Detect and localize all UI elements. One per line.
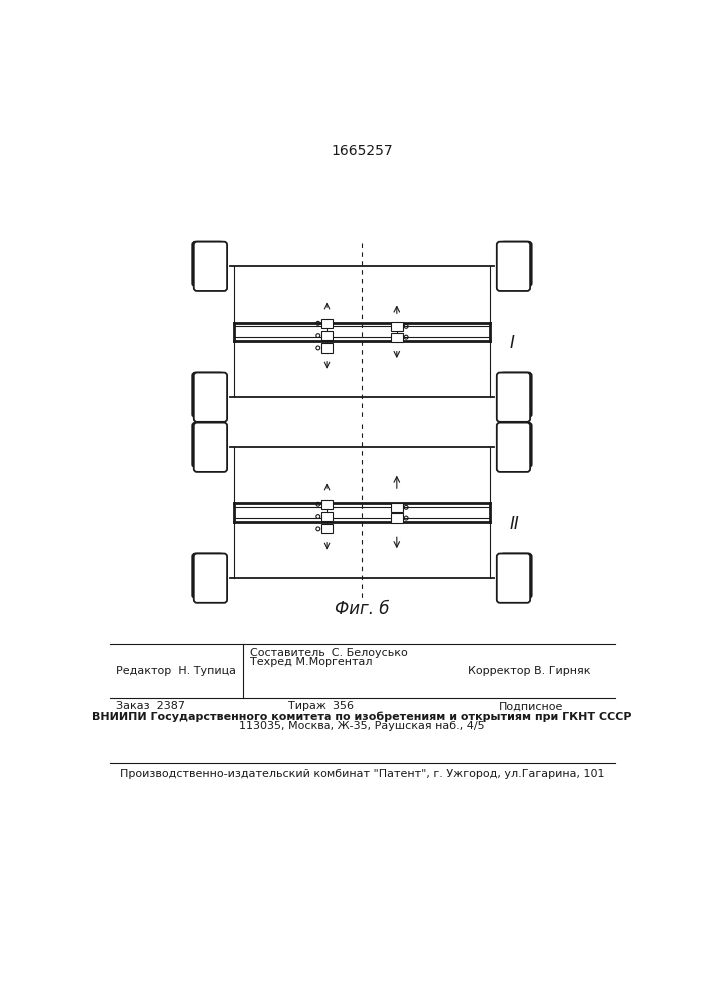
Text: Составитель  С. Белоусько: Составитель С. Белоусько — [250, 648, 407, 658]
Bar — [391, 503, 403, 512]
FancyBboxPatch shape — [194, 373, 227, 422]
Text: Техред М.Моргентал: Техред М.Моргентал — [250, 657, 372, 667]
FancyBboxPatch shape — [194, 423, 227, 472]
FancyBboxPatch shape — [192, 242, 223, 286]
Text: Редактор  Н. Тупица: Редактор Н. Тупица — [115, 666, 235, 676]
Text: Подписное: Подписное — [499, 701, 563, 711]
FancyBboxPatch shape — [501, 373, 532, 417]
FancyBboxPatch shape — [497, 373, 530, 422]
Text: II: II — [509, 515, 519, 533]
Text: Корректор В. Гирняк: Корректор В. Гирняк — [468, 666, 590, 676]
Bar — [321, 512, 333, 521]
Text: Производственно-издательский комбинат "Патент", г. Ужгород, ул.Гагарина, 101: Производственно-издательский комбинат "П… — [119, 769, 604, 779]
FancyBboxPatch shape — [497, 423, 530, 472]
FancyBboxPatch shape — [194, 242, 227, 291]
Bar — [391, 333, 403, 342]
FancyBboxPatch shape — [501, 423, 532, 467]
Text: Фиг. б: Фиг. б — [334, 600, 389, 618]
FancyBboxPatch shape — [501, 554, 532, 598]
FancyBboxPatch shape — [194, 554, 227, 603]
FancyBboxPatch shape — [192, 373, 223, 417]
FancyBboxPatch shape — [501, 242, 532, 286]
FancyBboxPatch shape — [192, 554, 223, 598]
Bar — [321, 500, 333, 509]
FancyBboxPatch shape — [497, 242, 530, 291]
Bar — [321, 524, 333, 533]
Text: 1665257: 1665257 — [331, 144, 393, 158]
Bar — [321, 343, 333, 353]
Bar — [391, 322, 403, 331]
Bar — [321, 319, 333, 328]
Text: ВНИИПИ Государственного комитета по изобретениям и открытиям при ГКНТ СССР: ВНИИПИ Государственного комитета по изоб… — [92, 711, 631, 722]
FancyBboxPatch shape — [497, 554, 530, 603]
FancyBboxPatch shape — [192, 423, 223, 467]
Bar — [321, 331, 333, 340]
Bar — [391, 513, 403, 523]
Text: Тираж  356: Тираж 356 — [288, 701, 354, 711]
Text: 113035, Москва, Ж-35, Раушская наб., 4/5: 113035, Москва, Ж-35, Раушская наб., 4/5 — [239, 721, 485, 731]
Text: I: I — [509, 334, 514, 352]
Text: Заказ  2387: Заказ 2387 — [115, 701, 185, 711]
